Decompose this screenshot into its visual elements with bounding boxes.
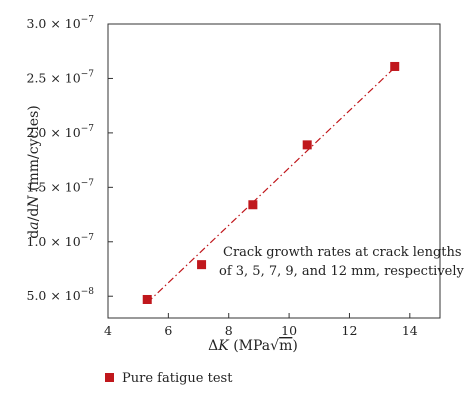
- x-axis-title: ΔK (MPa√m): [208, 338, 298, 354]
- x-tick-label: 10: [281, 323, 297, 338]
- y-tick-label: 1.0 × 10−7: [27, 233, 95, 249]
- annotation-line-1: Crack growth rates at crack lengths: [223, 245, 462, 260]
- legend-label: Pure fatigue test: [122, 371, 233, 386]
- y-axis-ticks: 5.0 × 10−8 1.0 × 10−7 1.5 × 10−7 2.0 × 10−7…: [27, 15, 113, 303]
- legend: Pure fatigue test: [105, 371, 233, 386]
- fit-line: [146, 67, 396, 304]
- x-axis-ticks: 4 6 8 10 12 14: [104, 313, 418, 338]
- y-tick-label: 3.0 × 10−7: [27, 15, 95, 31]
- data-point: [197, 260, 207, 270]
- data-point: [302, 140, 312, 150]
- y-tick-label: 1.5 × 10−7: [27, 178, 95, 194]
- y-tick-label: 2.5 × 10−7: [27, 69, 95, 85]
- annotation-line-2: of 3, 5, 7, 9, and 12 mm, respectively: [219, 264, 465, 279]
- y-tick-label: 5.0 × 10−8: [27, 287, 95, 303]
- data-point: [142, 294, 152, 304]
- data-points: [142, 61, 400, 304]
- plot-frame: [107, 23, 441, 319]
- legend-marker: [105, 373, 114, 382]
- data-point: [390, 61, 400, 71]
- x-tick-label: 4: [104, 323, 112, 338]
- x-tick-label: 8: [225, 323, 233, 338]
- x-tick-label: 14: [402, 323, 418, 338]
- data-point: [248, 200, 258, 210]
- x-tick-label: 12: [342, 323, 358, 338]
- axes-frame: [107, 23, 441, 319]
- y-tick-label: 2.0 × 10−7: [27, 124, 95, 140]
- y-axis-title: da/dN (mm/cycles): [26, 105, 42, 238]
- fit-line-group: [146, 67, 396, 304]
- x-tick-label: 6: [164, 323, 172, 338]
